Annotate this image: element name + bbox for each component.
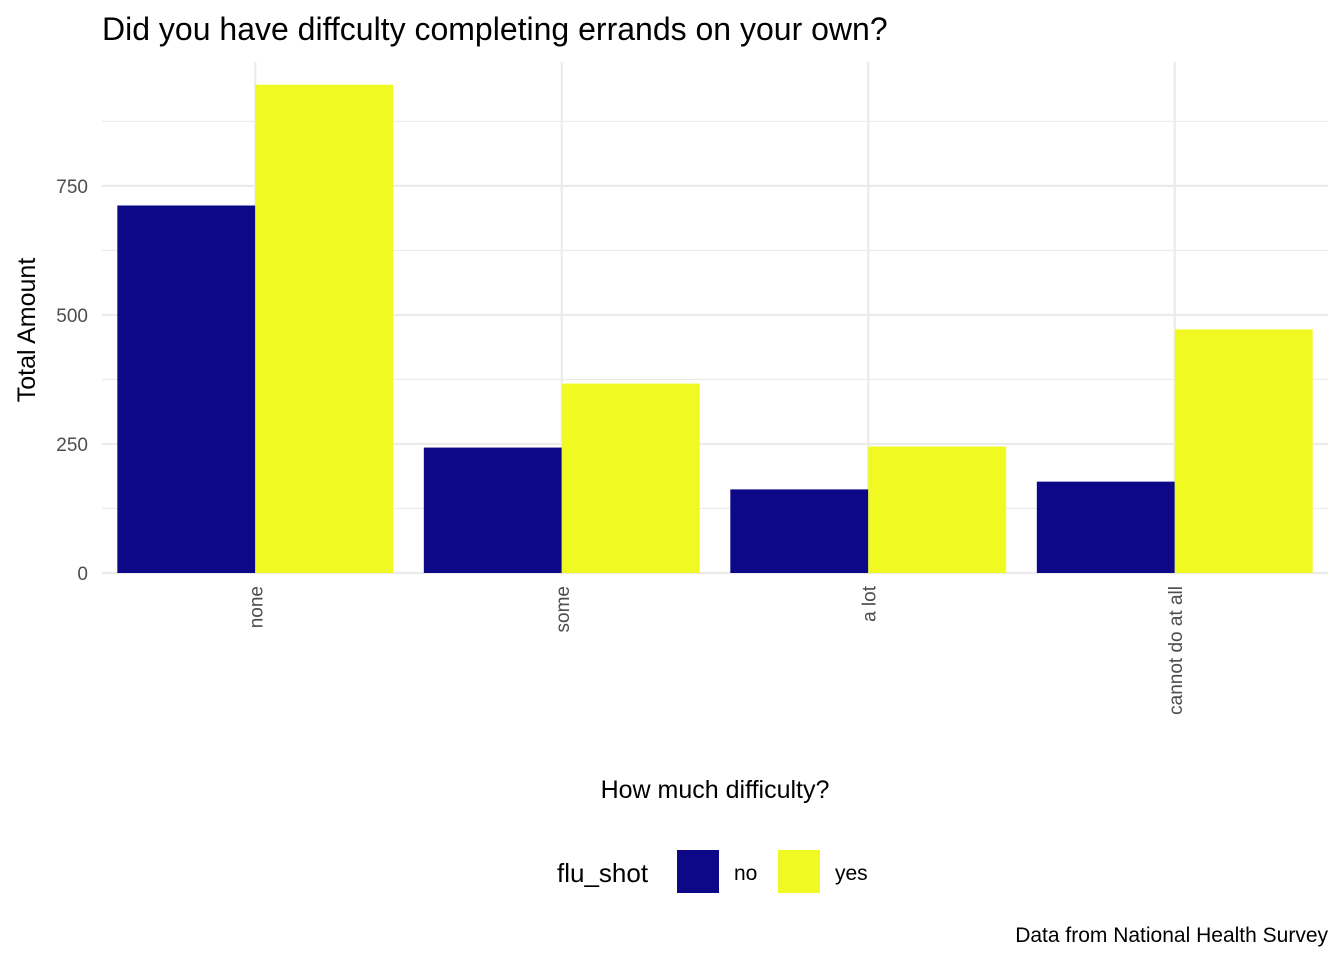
chart-title: Did you have diffculty completing errand… — [102, 11, 888, 47]
x-tick-label: a lot — [859, 585, 880, 622]
legend-label-no: no — [734, 862, 757, 885]
y-axis-ticks: 0 250 500 750 — [56, 177, 88, 585]
bar-yes-some — [561, 383, 700, 573]
bar-yes-a-lot — [868, 446, 1007, 573]
y-tick-label: 0 — [77, 564, 88, 585]
legend-key-yes — [778, 850, 820, 893]
chart-caption: Data from National Health Survey — [1015, 924, 1328, 947]
x-axis-title: How much difficulty? — [601, 776, 830, 804]
y-tick-label: 500 — [56, 306, 88, 327]
bar-yes-none — [255, 84, 394, 573]
y-axis-title: Total Amount — [13, 258, 41, 403]
x-tick-label: cannot do at all — [1166, 586, 1187, 715]
y-tick-label: 750 — [56, 177, 88, 198]
bar-no-a-lot — [730, 489, 869, 573]
x-tick-label: none — [246, 586, 267, 628]
bar-yes-cannot-do-at-all — [1174, 329, 1313, 573]
y-tick-label: 250 — [56, 435, 88, 456]
legend-title: flu_shot — [557, 858, 649, 888]
legend-key-no — [677, 850, 719, 893]
x-axis-ticks: none some a lot cannot do at all — [246, 585, 1187, 715]
bar-no-some — [423, 447, 562, 573]
legend-label-yes: yes — [835, 862, 868, 885]
legend: flu_shot no yes — [557, 850, 868, 893]
bars-group — [117, 84, 1313, 574]
bar-no-none — [117, 205, 256, 574]
x-tick-label: some — [553, 586, 574, 632]
bar-no-cannot-do-at-all — [1036, 481, 1175, 573]
